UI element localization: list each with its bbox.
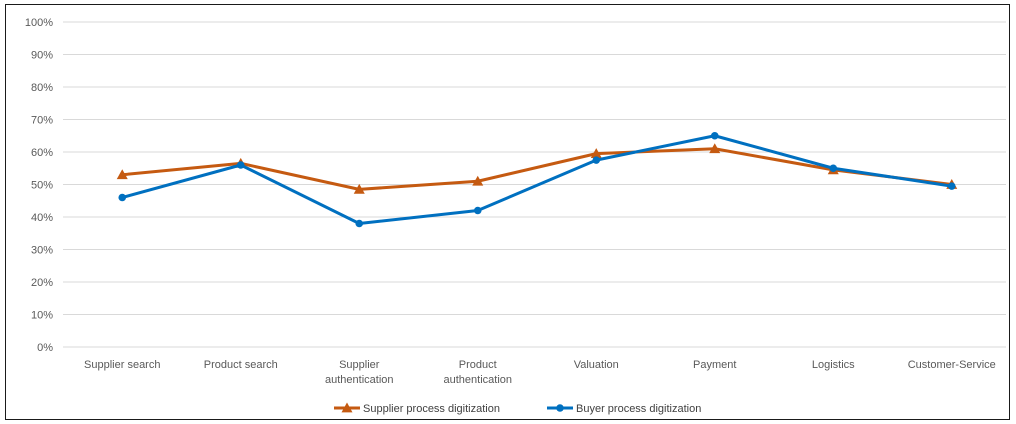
x-axis-tick-labels: Supplier search Product search Supplier aut… <box>84 359 996 386</box>
data-point <box>710 131 719 140</box>
data-point <box>353 183 365 194</box>
data-point <box>116 169 128 180</box>
data-point <box>472 175 484 186</box>
data-point <box>590 148 602 159</box>
y-tick-label: 10% <box>31 310 53 322</box>
series-1 <box>118 131 956 228</box>
x-tick-label: Supplier authentication <box>325 359 394 386</box>
data-point <box>236 161 245 169</box>
data-point <box>592 156 601 164</box>
series-layer <box>116 131 958 228</box>
x-tick-label: Product authentication <box>444 359 513 386</box>
y-axis-tick-labels: 0% 10% 20% 30% 40% 50% 60% 70% 80% 90% 100% <box>25 17 53 354</box>
x-tick-label: Product search <box>204 359 278 371</box>
data-point <box>118 193 127 202</box>
y-tick-label: 70% <box>31 115 53 127</box>
legend-label: Buyer process digitization <box>576 403 701 415</box>
y-tick-label: 50% <box>31 180 53 192</box>
x-tick-label: Payment <box>693 359 736 371</box>
x-tick-label: Valuation <box>574 359 619 371</box>
gridlines <box>63 21 1006 348</box>
chart-frame: 0% 10% 20% 30% 40% 50% 60% 70% 80% 90% 100% Suppli… <box>5 4 1010 420</box>
y-tick-label: 60% <box>31 147 53 159</box>
y-tick-label: 0% <box>37 342 53 354</box>
y-tick-label: 100% <box>25 17 53 29</box>
y-tick-label: 30% <box>31 245 53 257</box>
data-point <box>473 206 482 215</box>
y-tick-label: 40% <box>31 212 53 224</box>
series-line <box>122 147 952 191</box>
data-point <box>355 219 364 228</box>
x-tick-label: Customer-Service <box>908 359 996 371</box>
legend-label: Supplier process digitization <box>363 403 500 415</box>
data-point <box>947 182 956 190</box>
legend-swatch-marker <box>341 402 353 413</box>
x-tick-label: Logistics <box>812 359 855 371</box>
data-point <box>709 143 721 154</box>
y-tick-label: 20% <box>31 277 53 289</box>
data-point <box>829 164 838 173</box>
series-line <box>121 134 952 225</box>
legend-swatch-marker <box>556 404 564 412</box>
line-chart: 0% 10% 20% 30% 40% 50% 60% 70% 80% 90% 100% Suppli… <box>25 17 1006 415</box>
y-tick-label: 90% <box>31 50 53 62</box>
x-tick-label: Supplier search <box>84 359 160 371</box>
y-tick-label: 80% <box>31 82 53 94</box>
legend: Supplier process digitization Buyer proce… <box>334 402 701 415</box>
